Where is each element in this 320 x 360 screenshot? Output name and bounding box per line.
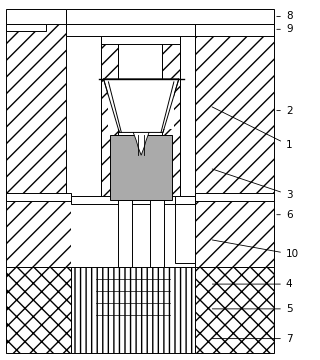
Bar <box>6 17 66 200</box>
Bar <box>6 9 66 24</box>
Text: 9: 9 <box>277 24 292 34</box>
Bar <box>6 193 71 201</box>
Bar <box>150 200 164 267</box>
Bar <box>162 36 180 200</box>
Bar <box>195 267 274 354</box>
Polygon shape <box>108 82 174 130</box>
Bar <box>195 193 274 201</box>
Bar <box>195 17 274 200</box>
Bar <box>100 36 180 44</box>
Bar <box>66 9 274 24</box>
Bar <box>71 267 195 354</box>
Text: 6: 6 <box>277 210 292 220</box>
Bar <box>110 135 172 200</box>
Bar <box>195 24 274 36</box>
Bar <box>6 200 71 267</box>
Text: 5: 5 <box>212 304 292 314</box>
Bar <box>175 204 195 263</box>
Bar <box>71 196 195 204</box>
Bar <box>175 196 195 204</box>
Bar <box>118 200 132 267</box>
Bar <box>100 36 118 200</box>
Text: 1: 1 <box>212 107 292 150</box>
Bar <box>162 36 180 200</box>
Text: 10: 10 <box>212 240 299 259</box>
Bar <box>100 36 118 200</box>
Bar <box>66 24 195 36</box>
Text: 8: 8 <box>277 12 292 22</box>
Polygon shape <box>103 79 179 132</box>
Polygon shape <box>133 132 149 155</box>
Bar <box>195 200 274 267</box>
Text: 7: 7 <box>212 334 292 343</box>
Text: 2: 2 <box>277 105 292 116</box>
Bar <box>71 200 195 267</box>
Text: 3: 3 <box>212 169 292 200</box>
Bar <box>6 267 71 354</box>
Text: 4: 4 <box>212 279 292 289</box>
Bar <box>6 24 46 31</box>
